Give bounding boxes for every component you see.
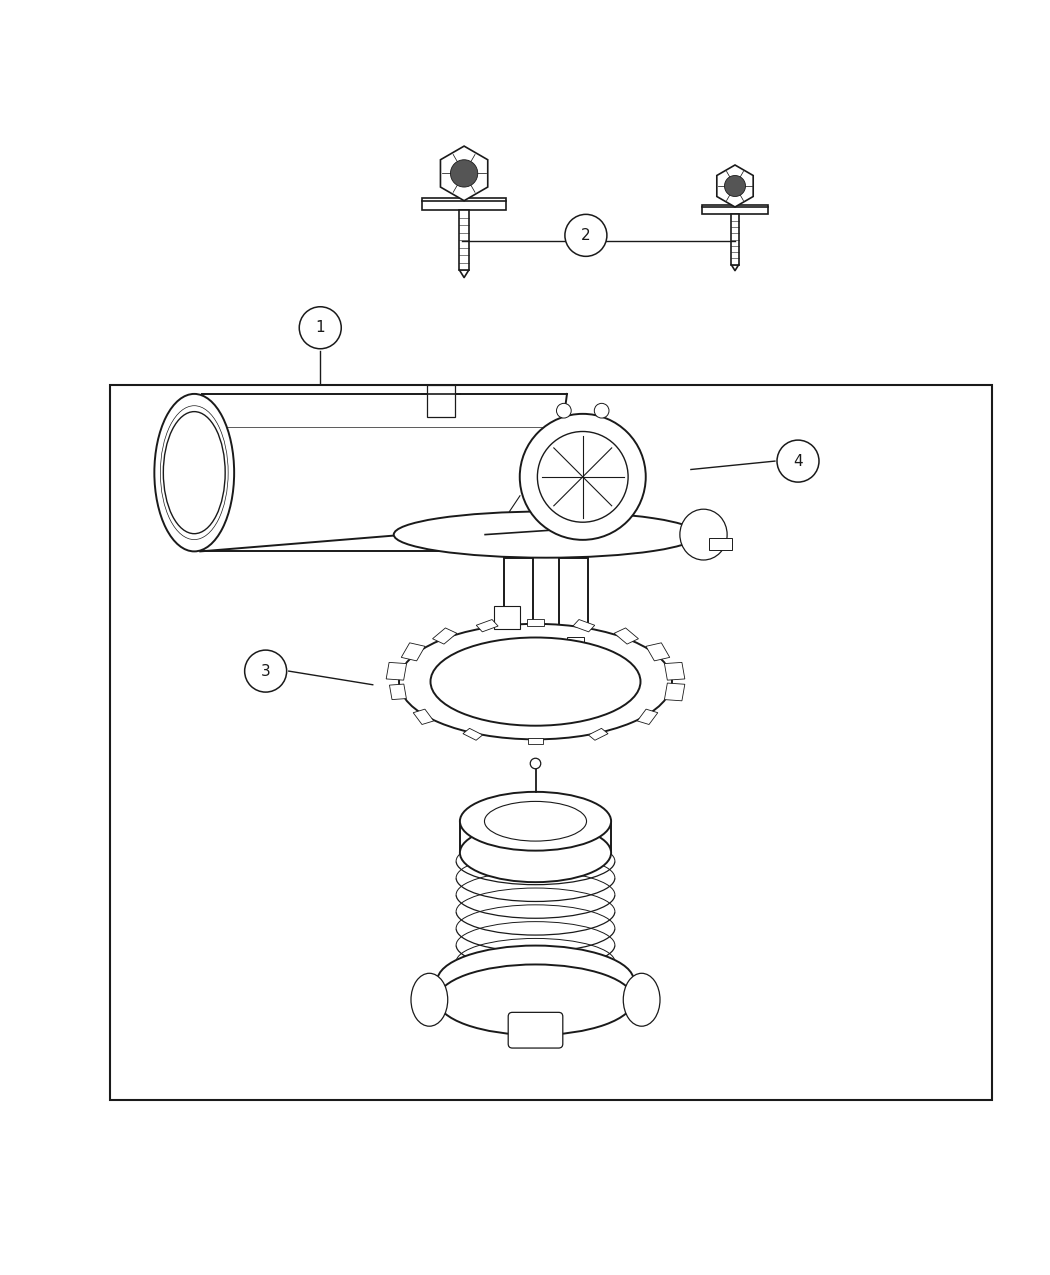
Bar xyxy=(567,638,584,653)
Circle shape xyxy=(520,414,646,539)
Circle shape xyxy=(724,176,746,196)
Circle shape xyxy=(556,403,571,418)
Ellipse shape xyxy=(154,394,234,551)
Circle shape xyxy=(299,307,341,349)
Ellipse shape xyxy=(624,973,660,1026)
Ellipse shape xyxy=(399,623,672,740)
FancyBboxPatch shape xyxy=(508,1012,563,1048)
Circle shape xyxy=(530,759,541,769)
Text: 4: 4 xyxy=(793,454,803,469)
Circle shape xyxy=(594,403,609,418)
Ellipse shape xyxy=(437,964,634,1035)
Ellipse shape xyxy=(411,973,447,1026)
Circle shape xyxy=(538,431,628,523)
Polygon shape xyxy=(717,164,753,207)
Text: 3: 3 xyxy=(260,663,271,678)
Polygon shape xyxy=(433,629,457,644)
Polygon shape xyxy=(665,663,685,680)
Circle shape xyxy=(245,650,287,692)
Polygon shape xyxy=(414,709,434,724)
Ellipse shape xyxy=(430,638,640,725)
Bar xyxy=(460,210,468,270)
Bar xyxy=(709,538,732,551)
Ellipse shape xyxy=(680,509,727,560)
Polygon shape xyxy=(477,620,498,632)
Ellipse shape xyxy=(394,511,698,557)
Polygon shape xyxy=(614,629,638,644)
Polygon shape xyxy=(390,685,406,700)
Circle shape xyxy=(450,159,478,187)
Bar xyxy=(731,214,739,265)
Circle shape xyxy=(777,440,819,482)
Bar xyxy=(494,606,520,629)
Text: 2: 2 xyxy=(581,228,591,242)
Ellipse shape xyxy=(460,824,611,882)
Polygon shape xyxy=(401,643,425,660)
Bar xyxy=(504,557,533,650)
Bar xyxy=(559,557,588,650)
Text: 1: 1 xyxy=(315,320,326,335)
Polygon shape xyxy=(646,643,670,660)
Polygon shape xyxy=(637,709,657,724)
Bar xyxy=(422,198,506,210)
Polygon shape xyxy=(528,738,543,743)
Polygon shape xyxy=(440,147,488,200)
Circle shape xyxy=(565,214,607,256)
Bar xyxy=(702,205,768,214)
Bar xyxy=(427,385,455,417)
Ellipse shape xyxy=(437,946,634,1016)
Polygon shape xyxy=(463,728,483,741)
Polygon shape xyxy=(527,618,544,626)
Bar xyxy=(483,648,609,669)
Polygon shape xyxy=(573,620,594,632)
Polygon shape xyxy=(665,683,685,701)
Polygon shape xyxy=(386,663,406,680)
Bar xyxy=(110,385,992,1099)
Ellipse shape xyxy=(460,792,611,850)
Polygon shape xyxy=(588,728,608,741)
